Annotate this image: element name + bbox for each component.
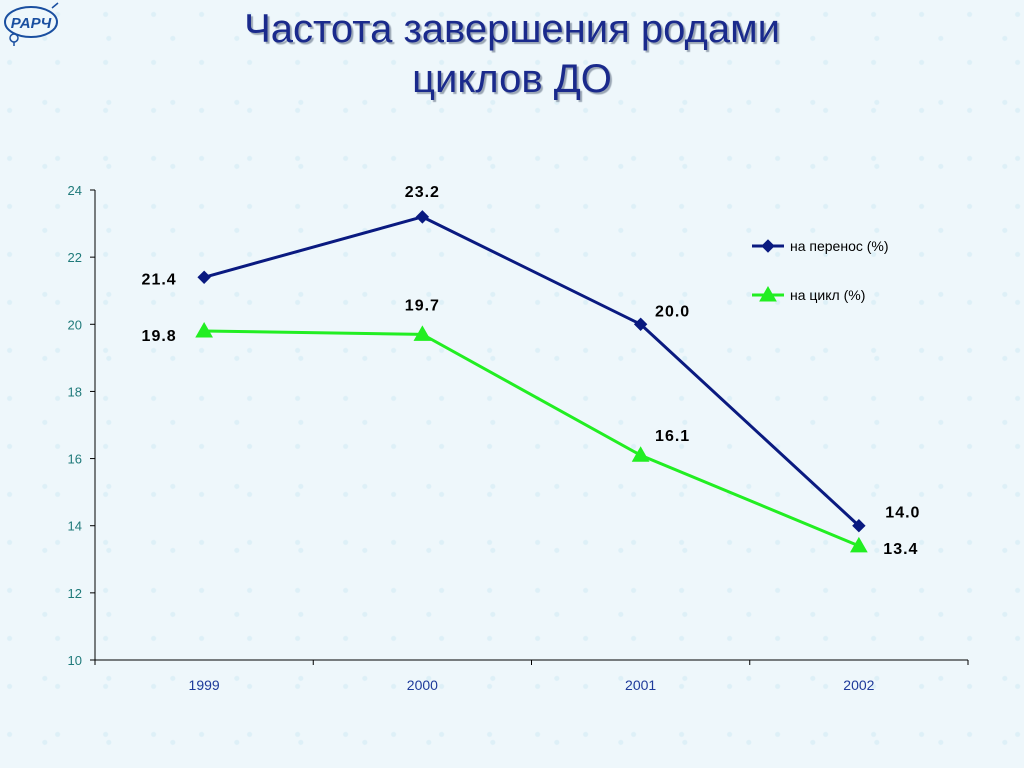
data-point: [850, 536, 868, 553]
data-label: 20.0: [655, 303, 690, 320]
y-tick-label: 16: [68, 452, 82, 467]
y-tick-label: 18: [68, 384, 82, 399]
male-symbol-icon: [51, 2, 59, 9]
legend-label: на перенос (%): [790, 238, 889, 254]
data-label: 19.8: [142, 328, 177, 345]
data-label: 14.0: [885, 505, 920, 522]
logo: РАРЧ: [4, 2, 59, 46]
page-title: Частота завершения родами циклов ДО: [0, 4, 1024, 104]
legend-marker: [759, 285, 777, 302]
title-line-2: циклов ДО: [412, 57, 612, 101]
x-tick-label: 2001: [625, 677, 656, 693]
y-tick-label: 12: [68, 586, 82, 601]
x-tick-label: 2002: [843, 677, 874, 693]
data-point: [852, 519, 866, 533]
y-tick-label: 20: [68, 317, 82, 332]
data-point: [195, 321, 213, 338]
legend-label: на цикл (%): [790, 287, 865, 303]
x-tick-label: 2000: [407, 677, 438, 693]
y-tick-label: 24: [68, 183, 82, 198]
legend-marker: [761, 239, 775, 253]
data-point: [631, 446, 650, 462]
data-point: [197, 270, 211, 284]
data-label: 13.4: [883, 541, 918, 558]
title-line-1: Частота завершения родами: [244, 7, 780, 51]
data-label: 23.2: [405, 184, 440, 201]
data-point: [633, 317, 648, 331]
series-line: [203, 215, 860, 527]
series-line: [204, 329, 860, 548]
data-label: 19.7: [405, 297, 440, 314]
data-point: [415, 210, 430, 224]
x-tick-label: 1999: [189, 677, 220, 693]
data-label: 16.1: [655, 428, 690, 445]
y-tick-label: 22: [68, 250, 82, 265]
y-tick-label: 10: [68, 653, 82, 668]
data-point: [413, 325, 432, 341]
logo-text: РАРЧ: [11, 15, 52, 32]
y-tick-label: 14: [68, 519, 82, 534]
data-label: 21.4: [142, 271, 177, 288]
